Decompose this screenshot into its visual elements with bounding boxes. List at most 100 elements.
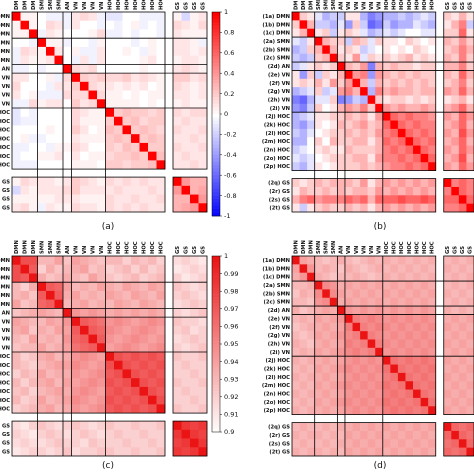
- heatmap-cell: [413, 389, 421, 399]
- heatmap-cell: [29, 73, 38, 83]
- heatmap-cell: [131, 20, 140, 30]
- heatmap-cell: [329, 62, 338, 71]
- heatmap-cell: [105, 308, 115, 318]
- heatmap-cell: [451, 447, 460, 457]
- heatmap-cell: [375, 103, 384, 113]
- heatmap-cell: [63, 55, 72, 65]
- heatmap-cell: [190, 256, 199, 266]
- block-frame: [291, 255, 437, 416]
- heatmap-cell: [443, 339, 452, 349]
- heatmap-cell: [292, 162, 300, 171]
- heatmap-cell: [20, 116, 30, 126]
- heatmap-cell: [54, 447, 64, 457]
- heatmap-cell: [451, 289, 460, 299]
- heatmap-cell: [190, 125, 199, 135]
- heatmap-cell: [390, 297, 399, 307]
- heatmap-cell: [139, 378, 149, 388]
- heatmap-cell: [181, 308, 191, 318]
- heatmap-cell: [88, 81, 98, 91]
- heatmap-cell: [148, 12, 157, 22]
- heatmap-cell: [46, 29, 55, 39]
- heatmap-cell: [420, 145, 429, 155]
- heatmap-cell: [390, 272, 399, 282]
- heatmap-cell: [29, 64, 38, 74]
- heatmap-cell: [352, 28, 361, 38]
- heatmap-cell: [344, 306, 353, 315]
- heatmap-cell: [367, 331, 376, 340]
- heatmap-cell: [405, 45, 414, 55]
- colorbar-segment: [212, 171, 220, 176]
- row-tick-label: SMN: [0, 302, 10, 308]
- colorbar-segment: [212, 168, 220, 173]
- heatmap-cell: [97, 352, 106, 362]
- heatmap-cell: [466, 439, 474, 448]
- heatmap-cell: [420, 20, 429, 29]
- heatmap-cell: [97, 90, 106, 100]
- heatmap-cell: [63, 134, 72, 144]
- heatmap-cell: [12, 142, 21, 152]
- heatmap-cell: [397, 430, 406, 440]
- heatmap-cell: [352, 322, 361, 332]
- heatmap-cell: [71, 99, 81, 109]
- heatmap-cell: [29, 194, 38, 204]
- heatmap-cell: [451, 297, 460, 307]
- heatmap-cell: [360, 120, 368, 130]
- heatmap-cell: [292, 306, 300, 315]
- heatmap-cell: [88, 108, 98, 118]
- heatmap-cell: [382, 331, 391, 340]
- heatmap-cell: [458, 12, 467, 21]
- heatmap-cell: [12, 177, 21, 187]
- heatmap-cell: [382, 128, 391, 138]
- heatmap-cell: [329, 372, 338, 382]
- col-tick-label: DMN: [308, 240, 314, 254]
- heatmap-cell: [190, 352, 199, 362]
- heatmap-cell: [190, 369, 199, 379]
- heatmap-cell: [322, 78, 331, 88]
- heatmap-cell: [360, 203, 368, 213]
- heatmap-cell: [54, 151, 64, 161]
- heatmap-cell: [397, 78, 406, 88]
- heatmap-cell: [413, 331, 421, 340]
- heatmap-cell: [190, 108, 199, 118]
- heatmap-cell: [148, 282, 157, 292]
- heatmap-cell: [54, 29, 64, 39]
- heatmap-cell: [114, 325, 123, 335]
- heatmap-cell: [63, 282, 72, 292]
- col-tick-label: HOC: [141, 0, 147, 10]
- heatmap-cell: [375, 95, 384, 105]
- colorbar-segment: [212, 258, 220, 263]
- heatmap-cell: [88, 421, 98, 431]
- colorbar-segment: [212, 349, 220, 354]
- heatmap-cell: [97, 360, 106, 370]
- heatmap-cell: [397, 203, 406, 213]
- heatmap-cell: [413, 372, 421, 382]
- heatmap-cell: [54, 308, 64, 318]
- heatmap-cell: [181, 352, 191, 362]
- heatmap-cell: [88, 90, 98, 100]
- heatmap-cell: [299, 145, 308, 155]
- colorbar-segment: [212, 332, 220, 336]
- col-tick-label: AN: [339, 2, 345, 10]
- heatmap-cell: [88, 447, 98, 457]
- heatmap-cell: [367, 28, 376, 38]
- heatmap-cell: [405, 162, 414, 171]
- heatmap-cell: [131, 360, 140, 370]
- heatmap-cell: [299, 406, 308, 415]
- heatmap-cell: [54, 343, 64, 353]
- heatmap-cell: [390, 331, 399, 340]
- col-tick-label: HOC: [422, 241, 428, 254]
- col-tick-label: SMN: [331, 241, 337, 254]
- heatmap-cell: [156, 325, 166, 335]
- heatmap-cell: [37, 134, 47, 144]
- heatmap-cell: [97, 447, 106, 457]
- heatmap-cell: [71, 404, 81, 414]
- heatmap-cell: [397, 28, 406, 38]
- heatmap-cell: [88, 185, 98, 195]
- heatmap-cell: [80, 125, 89, 135]
- heatmap-cell: [63, 185, 72, 195]
- heatmap-cell: [12, 386, 21, 396]
- heatmap-cell: [413, 103, 421, 113]
- heatmap-cell: [139, 38, 149, 48]
- col-tick-label: GS: [183, 246, 189, 254]
- heatmap-cell: [382, 356, 391, 365]
